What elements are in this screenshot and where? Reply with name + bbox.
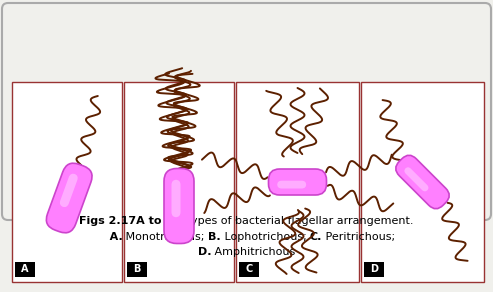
FancyBboxPatch shape	[404, 167, 428, 191]
FancyBboxPatch shape	[2, 3, 491, 220]
FancyBboxPatch shape	[236, 82, 359, 282]
Text: Types of bacterial flagellar arrangement.: Types of bacterial flagellar arrangement…	[179, 216, 414, 226]
FancyBboxPatch shape	[46, 163, 92, 233]
Text: C.: C.	[310, 232, 322, 242]
FancyBboxPatch shape	[172, 180, 180, 217]
Text: D: D	[370, 265, 378, 274]
FancyBboxPatch shape	[124, 82, 234, 282]
FancyBboxPatch shape	[396, 155, 449, 209]
Text: A.: A.	[98, 232, 122, 242]
FancyBboxPatch shape	[12, 82, 122, 282]
FancyBboxPatch shape	[127, 262, 147, 277]
Text: Monotrichous;: Monotrichous;	[122, 232, 208, 242]
FancyBboxPatch shape	[164, 168, 194, 244]
FancyBboxPatch shape	[364, 262, 384, 277]
FancyBboxPatch shape	[239, 262, 259, 277]
FancyBboxPatch shape	[15, 262, 35, 277]
Text: B.: B.	[208, 232, 221, 242]
FancyBboxPatch shape	[60, 174, 78, 207]
FancyBboxPatch shape	[269, 169, 326, 195]
Text: Figs 2.17A to D:: Figs 2.17A to D:	[79, 216, 179, 226]
Text: Amphitrichous: Amphitrichous	[211, 247, 295, 257]
Text: D.: D.	[198, 247, 211, 257]
Text: B: B	[133, 265, 141, 274]
Text: Lophotrichous;: Lophotrichous;	[221, 232, 310, 242]
Text: Peritrichous;: Peritrichous;	[322, 232, 395, 242]
Text: C: C	[246, 265, 252, 274]
FancyBboxPatch shape	[361, 82, 484, 282]
Text: A: A	[21, 265, 29, 274]
FancyBboxPatch shape	[277, 181, 306, 189]
